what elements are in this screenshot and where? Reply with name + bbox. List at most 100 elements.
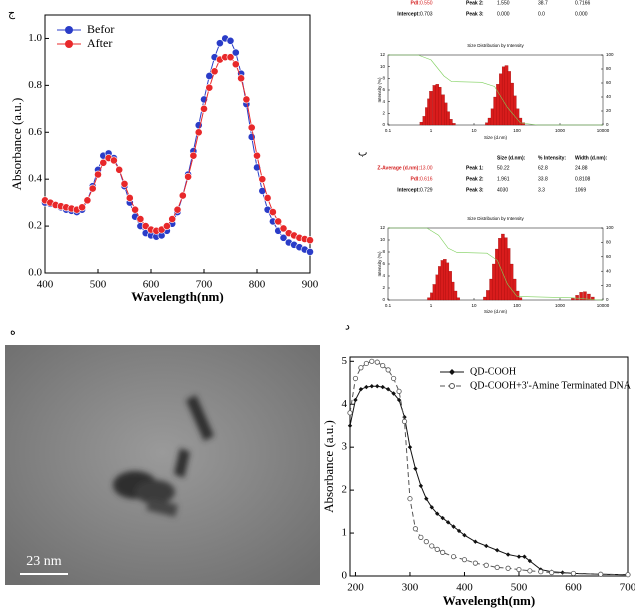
legend-label: QD-COOH+3'-Amine Terminated DNA (470, 380, 632, 391)
table-cell: Peak 3: (466, 11, 484, 17)
x-tick-label: 400 (37, 278, 54, 290)
y2-tick-label: 20 (606, 283, 612, 288)
y-tick-label: 8 (382, 76, 385, 81)
marker (451, 554, 455, 558)
y-tick-label: 0 (382, 122, 385, 127)
table-header: % Intensity: (538, 155, 566, 161)
y-tick-label: 4 (382, 99, 385, 104)
x-tick-label: 1000 (555, 303, 566, 308)
marker (413, 466, 417, 470)
table-cell: 4030 (497, 187, 508, 193)
marker (211, 68, 218, 75)
table-cell: Intercept: (397, 187, 420, 193)
y-tick-label: 2 (382, 111, 385, 116)
marker (495, 548, 499, 552)
table-cell: Peak 1: (466, 165, 484, 171)
marker (402, 419, 406, 423)
x-tick-label: 900 (302, 278, 319, 290)
table-cell: 0.000 (497, 11, 510, 17)
marker (227, 37, 234, 44)
legend-marker (65, 26, 73, 34)
y-tick-label: 0.8 (28, 79, 42, 91)
bar (429, 91, 432, 125)
x-tick-label: 1 (430, 303, 433, 308)
bar (492, 264, 495, 300)
table-cell: 1.550 (497, 0, 510, 6)
marker (549, 570, 553, 574)
marker (185, 173, 192, 180)
marker (381, 385, 385, 389)
x-tick-label: 10 (471, 128, 477, 133)
table-cell: 62.8 (538, 165, 548, 171)
marker (419, 484, 423, 488)
y-tick-label: 10 (380, 64, 386, 69)
marker (370, 359, 374, 363)
marker (169, 215, 176, 222)
marker (424, 539, 428, 543)
y2-tick-label: 40 (606, 268, 612, 273)
table-cell: 24.88 (575, 165, 588, 171)
marker (190, 152, 197, 159)
y2-tick-label: 80 (606, 66, 612, 71)
marker (370, 384, 374, 388)
legend-marker (65, 40, 73, 48)
panel-label: ب (358, 147, 367, 158)
marker (375, 384, 379, 388)
table-cell: Intercept: (397, 11, 420, 17)
marker (408, 497, 412, 501)
bar (433, 85, 436, 125)
bar (495, 249, 498, 300)
x-tick-label: 0.1 (385, 303, 392, 308)
table-cell: 0.0 (538, 11, 545, 17)
marker (462, 557, 466, 561)
marker (484, 563, 488, 567)
bar (420, 122, 423, 125)
bar (502, 67, 505, 125)
table-cell: Peak 2: (466, 176, 484, 182)
bar (452, 123, 455, 125)
marker (419, 535, 423, 539)
y-tick-label: 5 (342, 355, 348, 367)
x-tick-label: 1 (430, 128, 433, 133)
y-axis-label: Absorbance (a.u.) (321, 420, 336, 513)
marker (359, 387, 363, 391)
legend-marker (450, 384, 455, 389)
marker (248, 124, 255, 131)
legend-label: QD-COOH (470, 366, 516, 377)
table-cell: 38.7 (538, 0, 548, 6)
bar (449, 119, 452, 125)
table-cell: 33.8 (538, 176, 548, 182)
table-cell: 50.22 (497, 165, 510, 171)
marker (121, 180, 128, 187)
table-cell: 3.3 (538, 187, 545, 193)
table-header: Size (d.nm): (497, 155, 526, 161)
marker (397, 389, 401, 393)
x-tick-label: 1000 (555, 128, 566, 133)
x-tick-label: 100 (513, 128, 521, 133)
table-cell: 13.00 (420, 165, 433, 171)
bar (576, 295, 579, 300)
marker (253, 152, 260, 159)
y-tick-label: 6 (382, 87, 385, 92)
marker (484, 544, 488, 548)
marker (348, 424, 352, 428)
table-header: Width (d.nm): (575, 155, 608, 161)
marker (506, 552, 510, 556)
x-axis-label: Wavelength(nm) (443, 593, 535, 608)
marker (506, 566, 510, 570)
x-tick-label: 500 (511, 581, 528, 593)
legend-label: Befor (87, 22, 114, 36)
bar (446, 263, 449, 300)
series-line (350, 386, 628, 575)
panel-label: ه (10, 326, 16, 338)
y2-tick-label: 60 (606, 80, 612, 85)
marker (89, 185, 96, 192)
y-tick-label: 0.4 (28, 173, 42, 185)
marker (539, 570, 543, 574)
marker (353, 376, 357, 380)
marker (269, 208, 276, 215)
x-tick-label: 10000 (597, 303, 610, 308)
table-cell: Peak 3: (466, 187, 484, 193)
x-tick-label: 200 (347, 581, 364, 593)
chart: 4005006007008009000.00.20.40.60.81.0Wave… (8, 8, 319, 304)
